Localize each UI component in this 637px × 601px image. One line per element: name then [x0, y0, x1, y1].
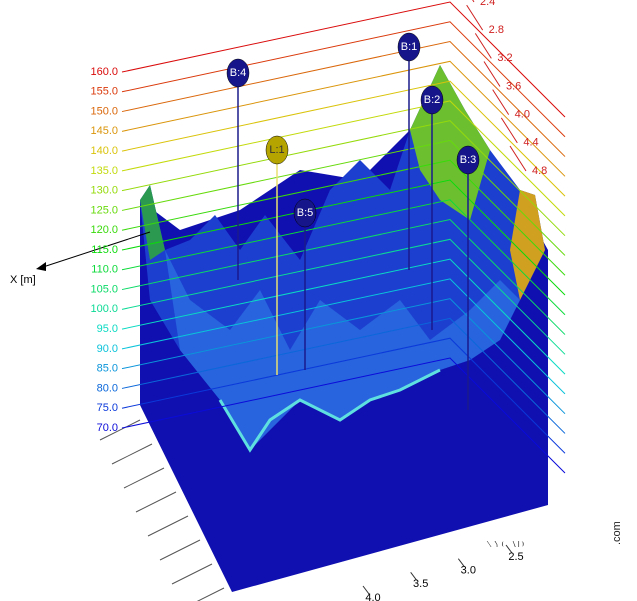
floor-grid — [99, 419, 225, 601]
z-tick-label: 110.0 — [91, 264, 118, 276]
z-tick-label: 145.0 — [90, 125, 118, 137]
y-tick — [474, 33, 492, 59]
grid-line — [121, 337, 566, 454]
y-tick-label: 4.8 — [532, 165, 547, 177]
x-tick-label: 3.0 — [461, 565, 476, 577]
floor-line — [99, 419, 141, 441]
y-tick-label: 4.0 — [515, 109, 530, 121]
grid-line — [121, 100, 566, 217]
y-tick — [466, 4, 484, 31]
watermark-suffix: .com — [611, 521, 623, 545]
x-tick — [457, 558, 465, 567]
surface-ridge — [218, 368, 441, 453]
y-tick-label: 2.8 — [489, 24, 504, 36]
watermark: XYCAD — [485, 539, 525, 551]
x-tick-label: 4.0 — [365, 592, 380, 601]
z-tick-label: 125.0 — [90, 204, 118, 216]
z-tick-label: 140.0 — [90, 145, 118, 157]
x-tick — [410, 572, 418, 581]
z-tick-label: 150.0 — [90, 105, 118, 117]
z-tick-label: 130.0 — [90, 185, 118, 197]
grid-line — [121, 298, 566, 415]
marker-label: B:3 — [460, 154, 477, 166]
z-tick-label: 105.0 — [90, 283, 118, 295]
marker-label: B:4 — [230, 67, 247, 79]
floor-line — [147, 515, 189, 537]
grid-line — [121, 41, 566, 157]
grid-line — [121, 60, 566, 177]
arrow-head — [36, 262, 46, 271]
grid-line — [121, 278, 566, 395]
y-tick — [472, 0, 475, 3]
marker — [265, 135, 289, 165]
z-tick-label: 75.0 — [97, 402, 118, 414]
y-tick-label: 3.2 — [497, 52, 512, 64]
y-tick — [509, 145, 527, 172]
z-tick-label: 100.0 — [90, 303, 118, 315]
y-tick — [492, 89, 510, 115]
floor-line — [159, 539, 201, 561]
z-tick-label: 160.0 — [90, 66, 118, 78]
surface-peak — [510, 190, 545, 300]
z-tick-label: 155.0 — [90, 86, 118, 98]
marker-label: B:1 — [401, 41, 418, 53]
marker-label: B:5 — [297, 207, 314, 219]
surface — [140, 65, 548, 592]
y-tick-label: 4.4 — [523, 137, 538, 149]
grid-line — [121, 120, 566, 237]
x-tick — [362, 585, 370, 595]
marker — [397, 32, 421, 62]
grid-line — [121, 258, 566, 375]
z-tick-label: 135.0 — [90, 165, 118, 177]
floor-line — [196, 587, 225, 601]
marker — [293, 198, 317, 228]
marker — [420, 85, 444, 115]
x-axis-arrow — [39, 231, 151, 269]
x-tick-label: 2.5 — [508, 551, 523, 563]
grid-line — [121, 1, 566, 118]
y-tick-label: 2.4 — [480, 0, 495, 8]
x-tick-label: 3.5 — [413, 578, 428, 590]
z-tick-label: 95.0 — [97, 323, 118, 335]
marker — [226, 58, 250, 88]
marker-label: B:2 — [424, 94, 441, 106]
grid-line — [121, 80, 566, 197]
floor-line — [123, 467, 165, 489]
x-tick — [505, 544, 513, 554]
grid-line — [121, 357, 566, 474]
grid-line — [121, 199, 566, 316]
marker-label: L:1 — [269, 144, 284, 156]
floor-line — [111, 443, 153, 465]
grid-line — [121, 21, 566, 138]
y-tick-label: 3.6 — [506, 80, 521, 92]
z-tick-label: 115.0 — [91, 244, 118, 256]
y-tick — [483, 61, 501, 87]
marker — [456, 145, 480, 175]
x-axis-title: X [m] — [10, 274, 36, 286]
z-tick-label: 90.0 — [97, 343, 118, 355]
z-tick-label: 85.0 — [97, 363, 118, 375]
grid-line — [121, 159, 566, 276]
grid-line — [121, 219, 566, 335]
grid-line — [121, 139, 566, 256]
grid-line — [121, 179, 566, 296]
y-tick — [500, 117, 518, 144]
surface-peak — [140, 185, 165, 260]
z-tick-label: 120.0 — [90, 224, 118, 236]
floor-line — [171, 563, 213, 585]
z-tick-label: 80.0 — [97, 382, 118, 394]
grid-line — [121, 317, 566, 434]
z-tick-label: 70.0 — [97, 422, 118, 434]
floor-line — [135, 491, 177, 513]
grid-line — [121, 238, 566, 355]
